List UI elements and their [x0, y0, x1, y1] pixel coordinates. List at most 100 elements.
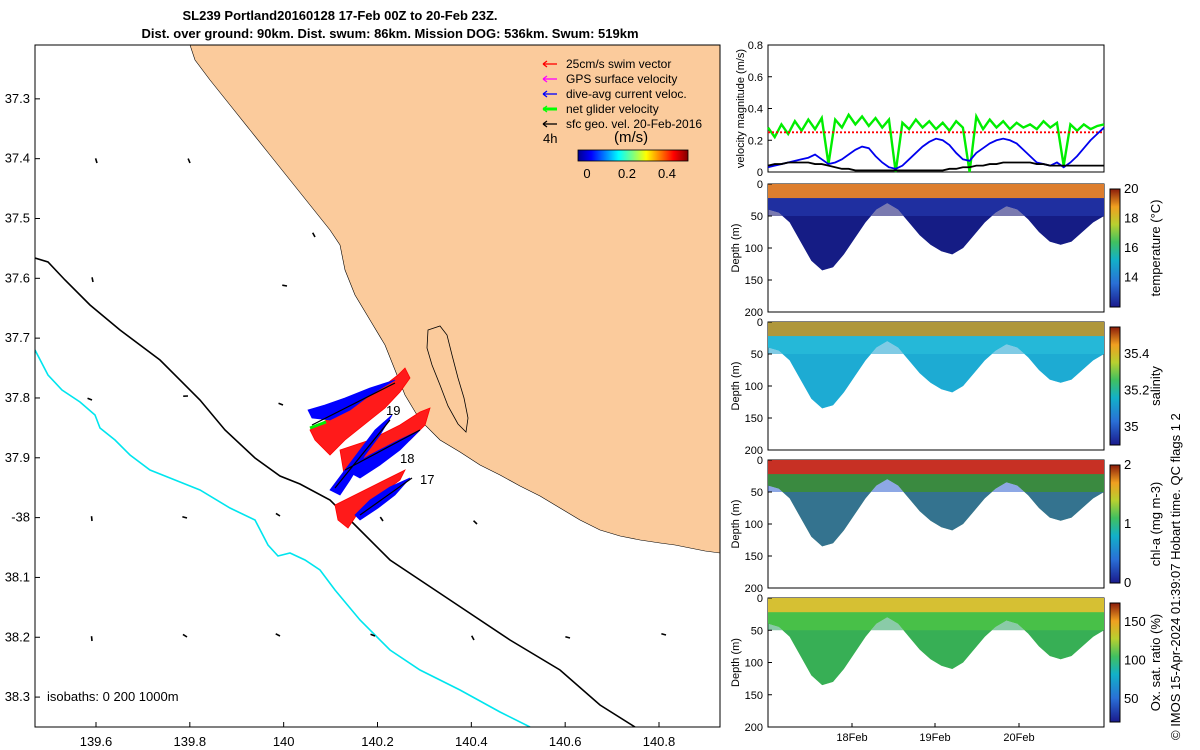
colorbar-tick-label: 0 — [1124, 575, 1131, 590]
lon-tick-label: 139.8 — [174, 734, 207, 749]
legend-arrowhead — [542, 75, 548, 83]
velocity-arrow — [278, 402, 284, 406]
lat-tick-label: 37.4 — [5, 151, 30, 166]
surface-velocity-arrows — [87, 158, 667, 642]
lat-tick-label: 37.8 — [5, 390, 30, 405]
legend-arrowhead — [542, 60, 548, 68]
section-panel-chl-a: 0 50 100 150 200 Depth (m) 0 1 2 chl-a (mg m-3) — [730, 455, 1163, 595]
lat-tick-label: 37.7 — [5, 330, 30, 345]
section-deep — [768, 617, 1104, 686]
lon-tick-label: 139.6 — [80, 734, 113, 749]
colorbar-tick-label: 0 — [583, 166, 590, 181]
velocity-series — [767, 161, 1104, 172]
depth-axis-label: Depth (m) — [730, 224, 742, 273]
velocity-arrow — [91, 277, 94, 283]
glider-track — [307, 367, 431, 529]
depth-tick-label: 150 — [745, 275, 763, 287]
lon-tick-label: 140.2 — [361, 734, 394, 749]
legend-time-label: 4h — [543, 131, 557, 146]
velocity-arrow — [182, 633, 188, 638]
time-tick-label: 19Feb — [919, 732, 950, 744]
colorbar-tick-label: 35.4 — [1124, 346, 1149, 361]
velocity-arrow — [87, 397, 93, 401]
velocity-arrow — [275, 633, 281, 637]
section-colorbar — [1109, 188, 1121, 308]
velocity-arrow — [275, 512, 281, 517]
depth-tick-label: 0 — [757, 179, 763, 191]
lat-tick-label: 38.2 — [5, 629, 30, 644]
section-deep — [768, 479, 1104, 547]
depth-axis-label: Depth (m) — [730, 362, 742, 411]
day-label: 18 — [400, 451, 414, 466]
lat-tick-label: 38.1 — [5, 569, 30, 584]
colorbar-label: temperature (°C) — [1148, 200, 1163, 297]
isobath-shelf — [35, 257, 636, 727]
colorbar-tick-label: 50 — [1124, 691, 1138, 706]
legend-entry-label: dive-avg current veloc. — [566, 87, 687, 101]
lon-tick-label: 140.6 — [549, 734, 582, 749]
colorbar-tick-label: 100 — [1124, 653, 1146, 668]
depth-tick-label: 100 — [745, 519, 763, 531]
colorbar-tick-label: 2 — [1124, 457, 1131, 472]
velocity-arrow — [370, 633, 376, 637]
section-panel-temperature: 0 50 100 150 200 Depth (m) 14 16 18 20 temperature… — [730, 179, 1163, 319]
depth-tick-label: 150 — [745, 690, 763, 702]
legend-arrowhead — [542, 90, 548, 98]
velocity-arrow — [661, 632, 667, 636]
time-tick-label: 18Feb — [836, 732, 867, 744]
colorbar-tick-label: 35 — [1124, 419, 1138, 434]
colorbar-label: chl-a (mg m-3) — [1148, 482, 1163, 567]
section-deep — [768, 203, 1104, 271]
day-label: 19 — [386, 403, 400, 418]
legend-arrowhead — [542, 105, 548, 113]
depth-tick-label: 200 — [745, 583, 763, 595]
depth-axis-label: Depth (m) — [730, 500, 742, 549]
velocity-arrow — [379, 516, 384, 522]
depth-tick-label: 200 — [745, 445, 763, 457]
section-colorbar — [1109, 464, 1121, 584]
velocity-axes — [767, 44, 1105, 173]
section-panel-salinity: 0 50 100 150 200 Depth (m) 35 35.2 35.4 salinity — [730, 317, 1163, 457]
chart-subtitle: Dist. over ground: 90km. Dist. swum: 86k… — [141, 26, 639, 41]
velocity-series — [767, 112, 1105, 173]
chart-title: SL239 Portland20160128 17-Feb 00Z to 20-… — [182, 8, 498, 23]
velocity-arrow — [182, 515, 188, 519]
lat-tick-label: 37.3 — [5, 91, 30, 106]
depth-tick-label: 0 — [757, 593, 763, 605]
section-colorbar — [1109, 326, 1121, 446]
colorbar-tick-label: 35.2 — [1124, 383, 1149, 398]
velocity-tick-label: 0.2 — [748, 135, 763, 147]
day-label: 17 — [420, 472, 434, 487]
velocity-arrow — [472, 520, 478, 525]
section-surface — [768, 322, 1104, 337]
depth-tick-label: 0 — [757, 455, 763, 467]
depth-tick-label: 150 — [745, 551, 763, 563]
velocity-tick-label: 0.6 — [748, 72, 763, 84]
colorbar-tick-label: 150 — [1124, 614, 1146, 629]
lat-tick-label: 37.5 — [5, 210, 30, 225]
isobath-deep — [35, 349, 531, 727]
colorbar-tick-label: 16 — [1124, 240, 1138, 255]
colorbar-tick-label: 1 — [1124, 516, 1131, 531]
gps-surface-velocity — [309, 420, 327, 430]
depth-tick-label: 150 — [745, 413, 763, 425]
lat-tick-label: 37.9 — [5, 450, 30, 465]
land-mass — [189, 45, 720, 554]
velocity-arrow — [565, 635, 571, 639]
latitude-axis: 37.3 37.4 37.5 37.6 37.7 37.8 37.9 -38 38.1 38.2 3… — [5, 91, 40, 704]
section-surface — [768, 460, 1104, 475]
speed-colorbar-ticks: 0 0.2 0.4 — [583, 166, 676, 181]
colorbar-tick-label: 0.4 — [658, 166, 676, 181]
colorbar-label: Ox. sat. ratio (%) — [1148, 614, 1163, 712]
net-glider-track — [311, 382, 421, 516]
velocity-arrow — [311, 232, 316, 238]
colorbar-tick-label: 18 — [1124, 211, 1138, 226]
colorbar-tick-label: 14 — [1124, 270, 1138, 285]
legend-entry-label: 25cm/s swim vector — [566, 57, 671, 71]
depth-tick-label: 0 — [757, 317, 763, 329]
colorbar-tick-label: 20 — [1124, 181, 1138, 196]
map-panel: 139.6 139.8 140 140.2 140.4 140.6 140.8 37.337… — [5, 44, 721, 749]
